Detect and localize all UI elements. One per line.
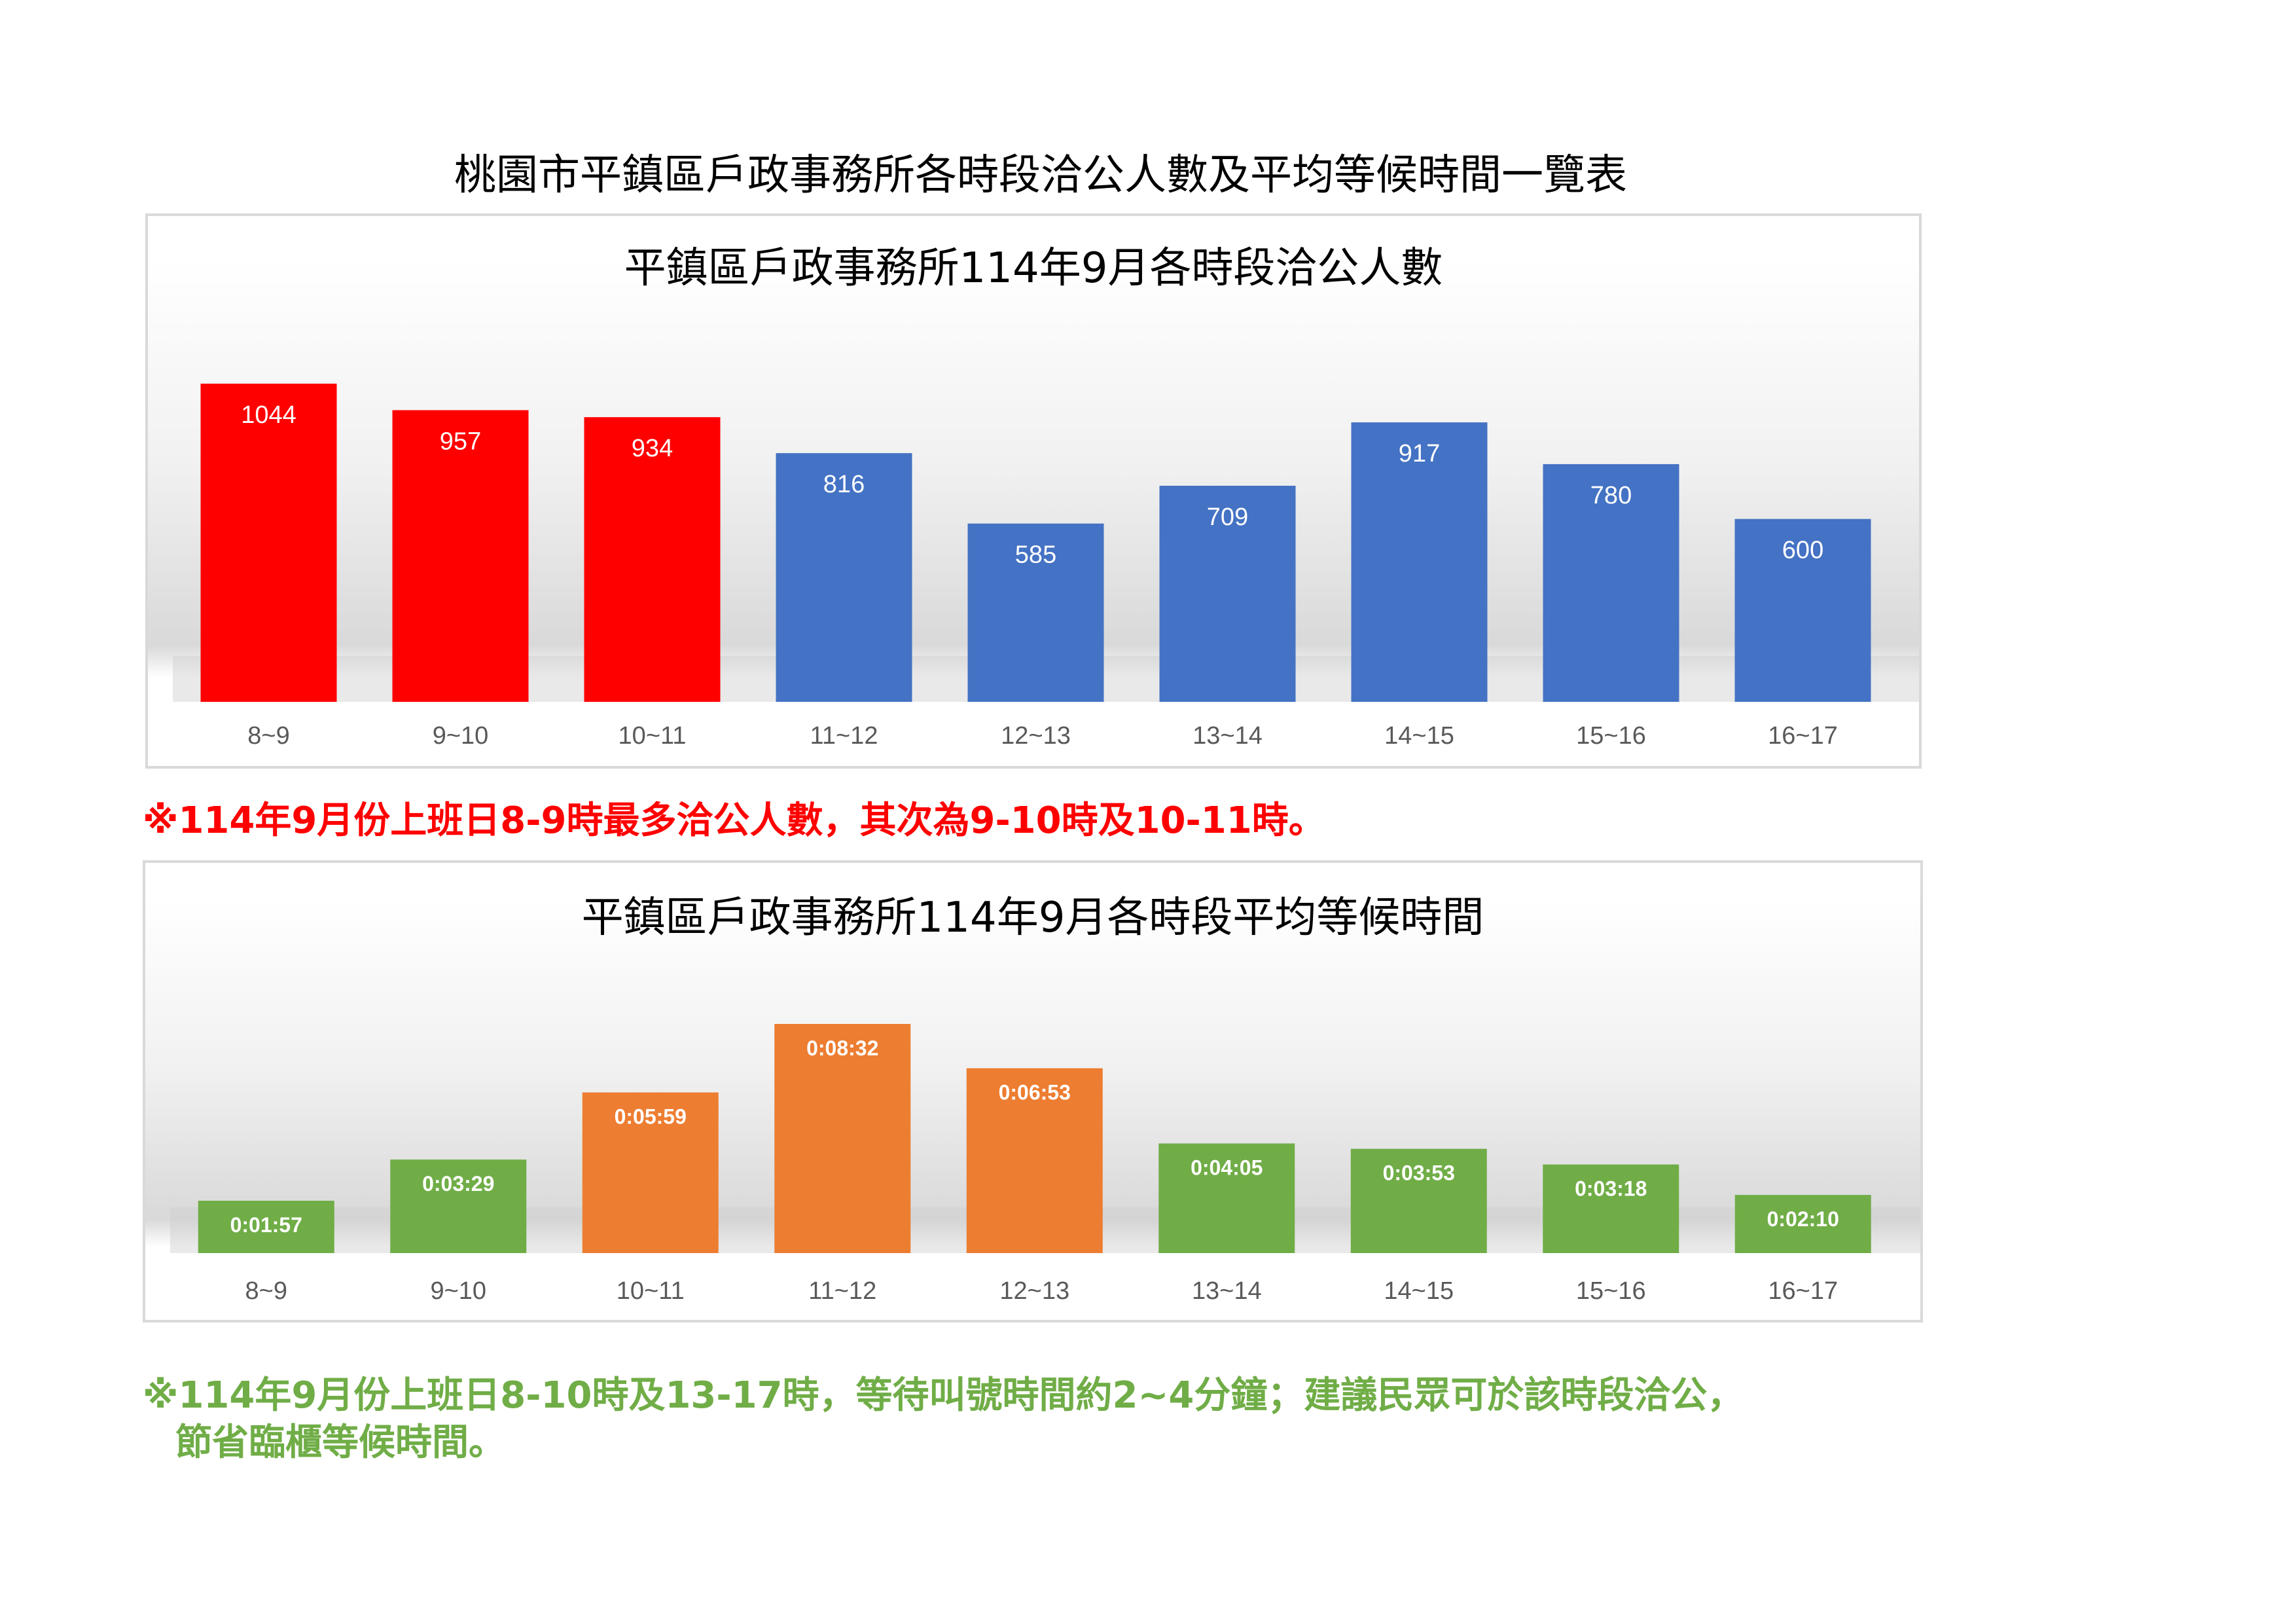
bar-value-label: 585 (1015, 541, 1056, 569)
wait-time-note: ※114年9月份上班日8-10時及13-17時，等待叫號時間約2~4分鐘；建議民… (143, 1372, 1744, 1467)
wait-time-note-line1: ※114年9月份上班日8-10時及13-17時，等待叫號時間約2~4分鐘；建議民… (143, 1374, 1744, 1417)
wait-time-note-line2: 節省臨櫃等候時間。 (175, 1421, 505, 1464)
bar-value-label: 0:05:59 (615, 1105, 687, 1129)
x-tick-label: 15~16 (1576, 722, 1646, 750)
x-tick-label: 9~10 (430, 1277, 486, 1305)
bar-8~9 (200, 384, 337, 702)
bar-12~13 (967, 523, 1104, 702)
x-tick-label: 16~17 (1768, 722, 1838, 750)
visitors-chart-svg: 1044 8~9 957 9~10 934 10~11 816 11~12 585 12~13 70… (173, 384, 1919, 750)
visitors-chart: 1044 8~9 957 9~10 934 10~11 816 11~12 585 12~13 70… (145, 213, 1922, 769)
x-tick-label: 10~11 (617, 1277, 685, 1305)
bar-value-label: 600 (1782, 537, 1823, 564)
bar-14~15 (1350, 1148, 1487, 1253)
bar-value-label: 1044 (241, 401, 296, 429)
bar-9~10 (390, 1159, 527, 1253)
page-title: 桃園市平鎮區戶政事務所各時段洽公人數及平均等候時間一覽表 (454, 151, 1627, 200)
x-tick-label: 14~15 (1384, 1277, 1454, 1305)
bar-15~16 (1543, 1164, 1679, 1253)
visitors-chart-title: 平鎮區戶政事務所114年9月各時段洽公人數 (624, 244, 1443, 293)
bar-value-label: 709 (1207, 503, 1248, 531)
bar-value-label: 0:03:18 (1575, 1177, 1647, 1201)
bar-value-label: 917 (1399, 440, 1440, 467)
x-tick-label: 14~15 (1384, 722, 1454, 750)
bar-16~17 (1734, 1195, 1871, 1253)
x-tick-label: 12~13 (1001, 722, 1071, 750)
wait-time-chart-svg: 0:01:57 8~9 0:03:29 9~10 0:05:59 10~11 0:08:32… (170, 1024, 1920, 1305)
bar-16~17 (1734, 519, 1871, 702)
bar-14~15 (1351, 422, 1488, 702)
bar-value-label: 780 (1590, 482, 1632, 509)
x-tick-label: 11~12 (810, 722, 878, 750)
bar-value-label: 957 (440, 428, 481, 456)
bar-value-label: 0:08:32 (806, 1036, 878, 1060)
bar-11~12 (776, 453, 912, 702)
x-tick-label: 15~16 (1576, 1277, 1646, 1305)
x-tick-label: 11~12 (808, 1277, 876, 1305)
bar-value-label: 0:04:05 (1191, 1156, 1263, 1180)
bar-10~11 (582, 1092, 719, 1253)
x-tick-label: 13~14 (1192, 1277, 1262, 1305)
bar-value-label: 0:03:29 (422, 1172, 494, 1195)
bar-10~11 (584, 417, 721, 702)
x-tick-label: 10~11 (619, 722, 687, 750)
bar-15~16 (1543, 464, 1679, 702)
x-tick-label: 8~9 (247, 722, 289, 750)
wait-time-chart: 0:01:57 8~9 0:03:29 9~10 0:05:59 10~11 0:08:32… (143, 860, 1923, 1322)
bar-value-label: 0:06:53 (999, 1081, 1071, 1104)
x-tick-label: 8~9 (245, 1277, 287, 1305)
visitors-note: ※114年9月份上班日8-9時最多洽公人數，其次為9-10時及10-11時。 (143, 799, 1325, 842)
x-tick-label: 16~17 (1768, 1277, 1838, 1305)
bar-value-label: 0:03:53 (1383, 1161, 1455, 1185)
bar-value-label: 0:02:10 (1767, 1207, 1839, 1231)
bar-9~10 (392, 410, 529, 702)
bar-11~12 (774, 1024, 911, 1253)
bar-13~14 (1158, 1143, 1295, 1253)
bar-8~9 (198, 1201, 334, 1253)
x-tick-label: 12~13 (999, 1277, 1069, 1305)
bar-12~13 (966, 1068, 1103, 1253)
bar-value-label: 934 (632, 435, 673, 462)
bar-13~14 (1159, 485, 1296, 702)
x-tick-label: 9~10 (433, 722, 489, 750)
wait-time-chart-title: 平鎮區戶政事務所114年9月各時段平均等候時間 (581, 894, 1484, 942)
x-tick-label: 13~14 (1193, 722, 1263, 750)
bar-value-label: 0:01:57 (230, 1213, 302, 1237)
bar-value-label: 816 (823, 471, 865, 498)
